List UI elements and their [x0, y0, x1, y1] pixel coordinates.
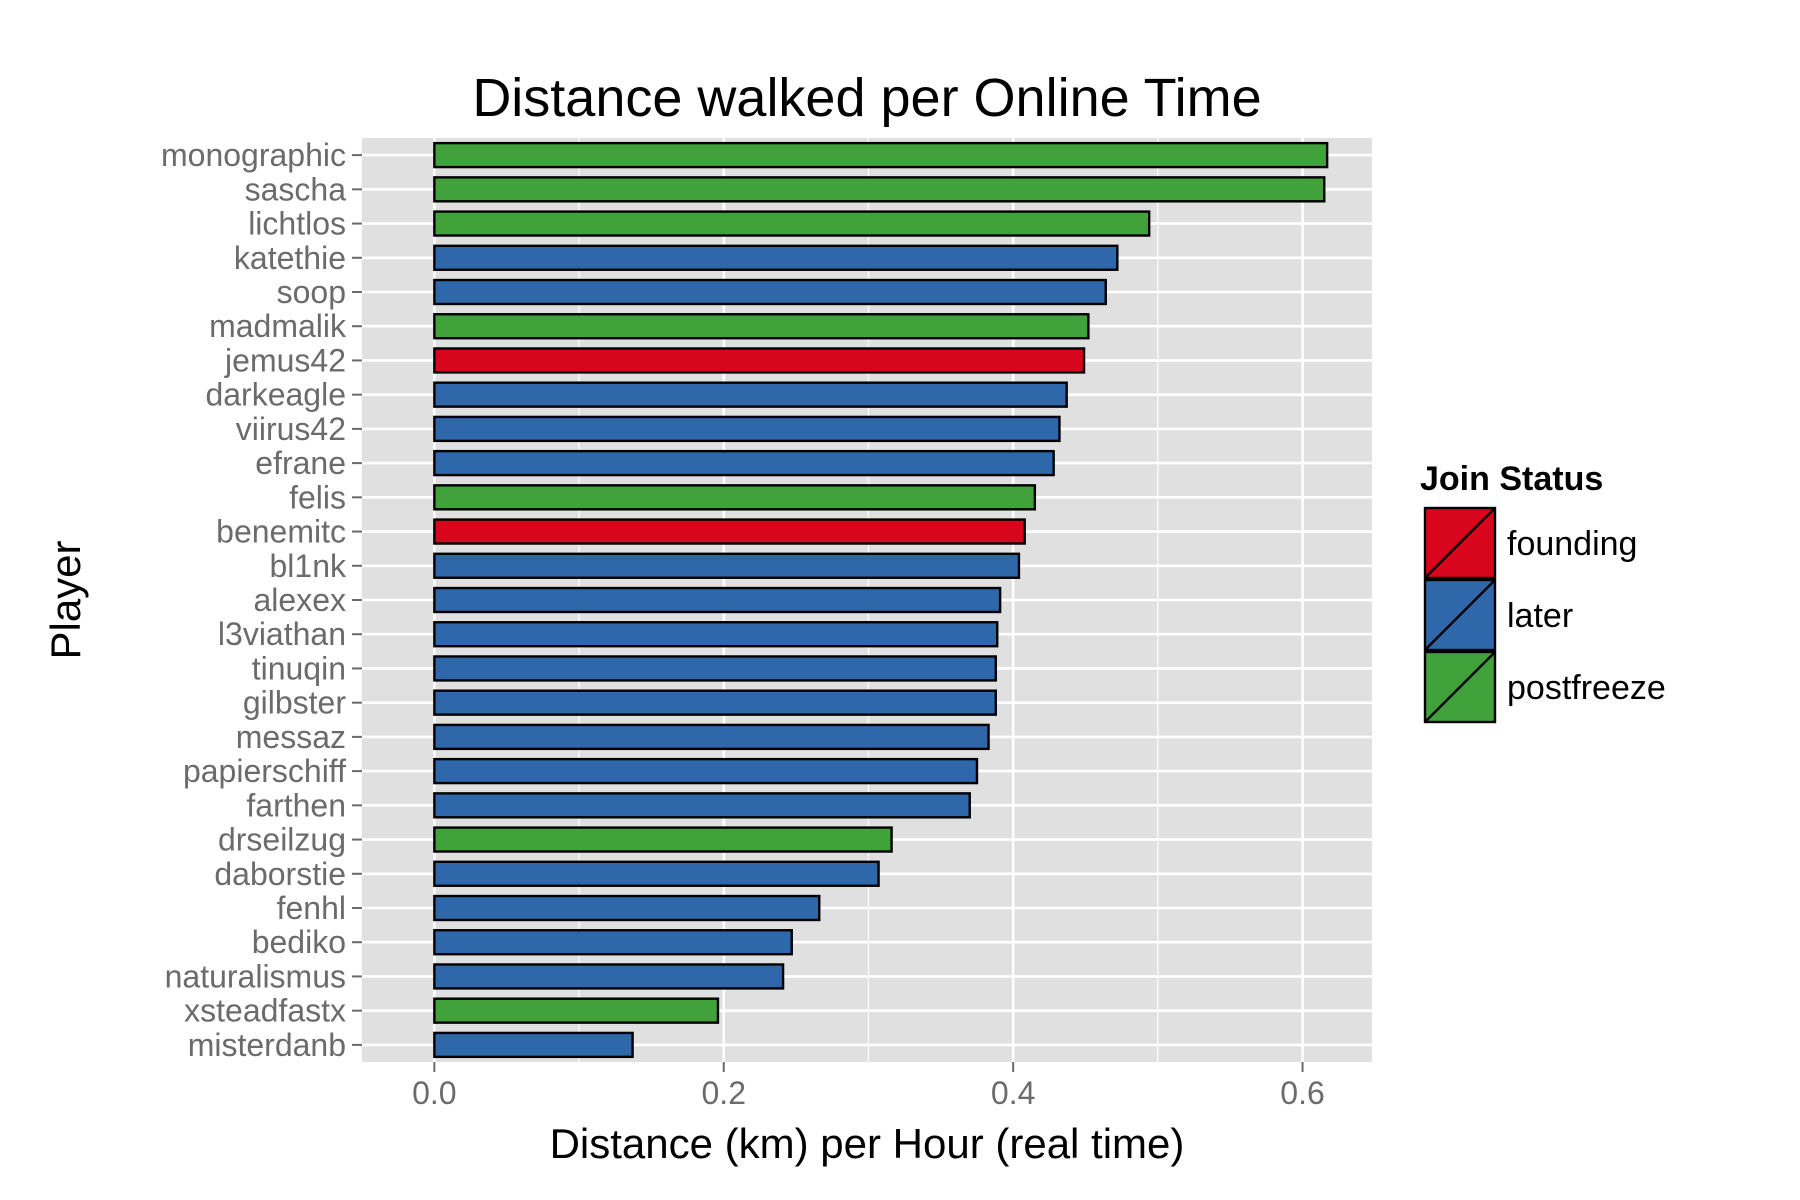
legend-label-founding: founding: [1507, 525, 1637, 563]
legend-key-slash: [1424, 651, 1496, 723]
bar-jemus42: [433, 347, 1086, 374]
x-axis-title: Distance (km) per Hour (real time): [550, 1120, 1185, 1167]
bar-l3viathan: [433, 621, 999, 648]
x-axis-ticks: 0.0 0.2 0.4 0.6: [412, 1062, 1325, 1111]
bar-felis: [433, 484, 1037, 511]
legend-title: Join Status: [1420, 460, 1603, 498]
y-tick-label: sascha: [245, 171, 347, 207]
y-tick-label: daborstie: [214, 856, 346, 892]
y-tick-label: papierschiff: [183, 753, 346, 789]
bars-group: [433, 141, 1329, 1059]
bar-bediko: [433, 929, 793, 956]
y-tick-label: drseilzug: [218, 822, 346, 858]
y-tick-label: madmalik: [209, 308, 347, 344]
y-tick-label: soop: [277, 274, 346, 310]
bar-drseilzug: [433, 826, 893, 853]
bar-bl1nk: [433, 552, 1021, 579]
y-tick-label: lichtlos: [248, 206, 346, 242]
bar-tinuqin: [433, 655, 997, 682]
bar-daborstie: [433, 860, 880, 887]
y-tick-label: alexex: [254, 582, 347, 618]
x-tick-label: 0.4: [991, 1075, 1035, 1111]
x-tick-label: 0.6: [1280, 1075, 1324, 1111]
bar-benemitc: [433, 518, 1026, 545]
bar-papierschiff: [433, 757, 979, 785]
y-tick-label: farthen: [246, 787, 346, 823]
bar-gilbster: [433, 689, 997, 716]
bar-madmalik: [433, 313, 1090, 340]
y-tick-label: darkeagle: [205, 377, 346, 413]
y-tick-label: gilbster: [243, 685, 347, 721]
bar-farthen: [433, 792, 971, 819]
legend: Join Status founding later postfreeze: [1420, 460, 1666, 724]
y-tick-label: messaz: [236, 719, 346, 755]
legend-key-slash: [1424, 507, 1496, 579]
bar-xsteadfastx: [433, 997, 720, 1024]
y-axis-ticks: monographicsaschalichtloskatethiesoopmad…: [161, 137, 362, 1063]
bar-messaz: [433, 723, 990, 751]
y-tick-label: viirus42: [236, 411, 346, 447]
y-tick-label: bediko: [252, 924, 346, 960]
bar-sascha: [433, 176, 1326, 203]
legend-entries: founding later postfreeze: [1423, 506, 1666, 724]
y-tick-label: jemus42: [224, 342, 346, 378]
chart-title: Distance walked per Online Time: [472, 68, 1261, 128]
bar-monographic: [433, 141, 1329, 169]
x-tick-label: 0.2: [702, 1075, 746, 1111]
y-tick-label: tinuqin: [252, 650, 346, 686]
legend-key-slash: [1424, 579, 1496, 651]
y-tick-label: bl1nk: [270, 548, 348, 584]
y-tick-label: benemitc: [216, 514, 346, 550]
bar-fenhl: [433, 894, 821, 922]
bar-naturalismus: [433, 963, 785, 990]
y-tick-label: fenhl: [277, 890, 346, 926]
y-tick-label: felis: [289, 479, 346, 515]
bar-soop: [433, 278, 1107, 306]
bar-efrane: [433, 449, 1055, 477]
y-axis-title: Player: [42, 540, 89, 659]
x-tick-label: 0.0: [412, 1075, 456, 1111]
legend-label-postfreeze: postfreeze: [1507, 669, 1666, 707]
y-tick-label: l3viathan: [218, 616, 346, 652]
legend-label-later: later: [1507, 597, 1573, 635]
bar-lichtlos: [433, 210, 1151, 237]
bar-misterdanb: [433, 1031, 634, 1059]
bar-viirus42: [433, 415, 1061, 443]
y-tick-label: misterdanb: [188, 1027, 346, 1063]
bar-katethie: [433, 244, 1119, 271]
bar-alexex: [433, 586, 1002, 614]
y-tick-label: efrane: [255, 445, 346, 481]
y-tick-label: naturalismus: [165, 958, 346, 994]
y-tick-label: xsteadfastx: [184, 993, 346, 1029]
bar-darkeagle: [433, 381, 1068, 408]
y-tick-label: katethie: [234, 240, 346, 276]
y-tick-label: monographic: [161, 137, 346, 173]
